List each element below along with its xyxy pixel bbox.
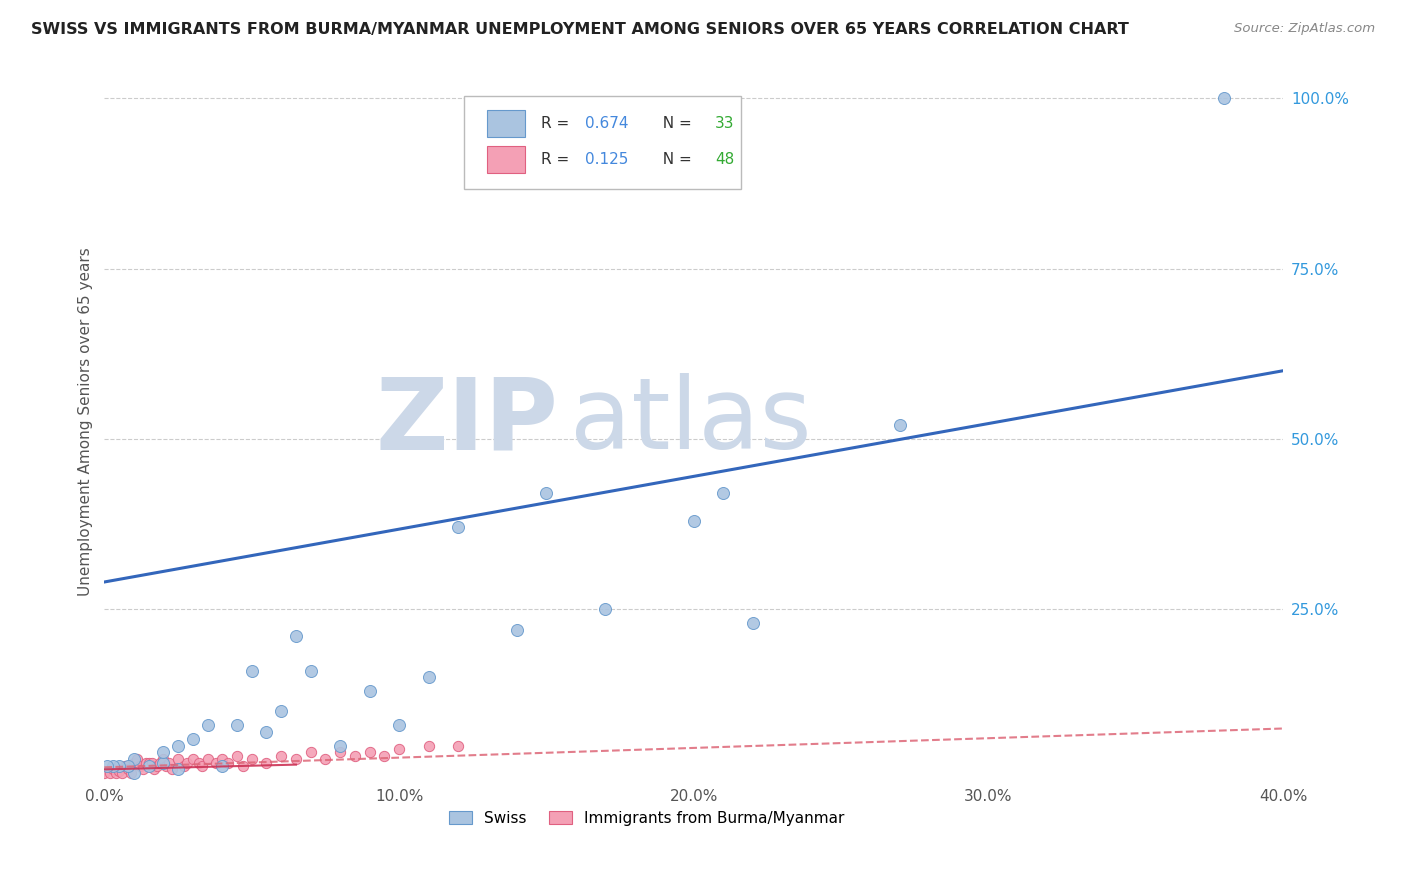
Point [143,763,166,777]
Point [388,742,411,756]
Point [1213,91,1236,105]
Point [889,418,911,433]
Point [240,664,263,678]
Point [197,752,219,766]
Point [173,759,195,773]
Point [111,766,134,780]
Point [270,748,292,763]
Point [122,752,145,766]
Point [447,520,470,534]
Point [595,602,617,616]
Point [359,684,381,698]
Point [152,752,174,766]
Point [299,664,322,678]
Text: 0.674: 0.674 [585,116,628,131]
Point [343,748,366,763]
Point [125,752,148,766]
Text: ZIP: ZIP [375,374,558,470]
Point [155,759,177,773]
Point [108,759,131,773]
Point [181,731,204,746]
Point [117,759,139,773]
Point [270,705,292,719]
Text: 48: 48 [716,152,734,167]
Point [128,759,150,773]
Text: N =: N = [652,152,696,167]
Point [93,765,115,780]
Point [152,756,174,770]
Point [120,765,142,780]
Point [96,759,118,773]
Point [211,752,233,766]
Point [682,514,704,528]
Point [256,756,278,770]
Text: Source: ZipAtlas.com: Source: ZipAtlas.com [1234,22,1375,36]
Point [418,670,440,684]
Point [105,765,128,780]
Point [141,756,163,770]
Point [108,764,131,779]
Point [146,759,169,773]
Point [114,759,136,773]
Point [122,765,145,780]
Point [536,486,558,500]
Point [217,756,239,770]
Point [103,759,125,773]
Point [205,756,228,770]
Point [138,756,160,770]
Text: N =: N = [652,116,696,131]
Point [359,745,381,759]
Point [122,756,145,770]
Point [117,763,139,777]
Text: 33: 33 [716,116,734,131]
Point [373,748,395,763]
Point [187,756,209,770]
Point [167,739,190,753]
Point [190,759,212,773]
Point [149,756,172,770]
Point [176,756,198,770]
Point [741,615,763,630]
Point [299,745,322,759]
Point [388,718,411,732]
Point [711,486,734,500]
Point [329,739,352,753]
FancyBboxPatch shape [464,96,741,189]
Point [98,765,121,780]
Point [226,718,249,732]
Point [181,752,204,766]
Point [314,752,336,766]
Point [211,759,233,773]
Point [167,763,190,777]
Point [160,763,183,777]
Legend: Swiss, Immigrants from Burma/Myanmar: Swiss, Immigrants from Burma/Myanmar [449,811,845,826]
Point [240,752,263,766]
Text: SWISS VS IMMIGRANTS FROM BURMA/MYANMAR UNEMPLOYMENT AMONG SENIORS OVER 65 YEARS : SWISS VS IMMIGRANTS FROM BURMA/MYANMAR U… [31,22,1129,37]
Point [138,759,160,773]
Point [103,763,125,777]
Point [157,756,180,770]
Text: R =: R = [540,116,574,131]
Point [284,752,307,766]
Point [152,745,174,759]
Point [447,739,470,753]
Point [329,745,352,759]
Point [131,763,153,777]
Point [135,756,157,770]
Point [226,748,249,763]
Point [256,725,278,739]
Text: R =: R = [540,152,574,167]
FancyBboxPatch shape [488,145,526,173]
Point [284,630,307,644]
Y-axis label: Unemployment Among Seniors over 65 years: Unemployment Among Seniors over 65 years [79,247,93,596]
Text: 0.125: 0.125 [585,152,628,167]
FancyBboxPatch shape [488,110,526,137]
Point [167,752,190,766]
Point [418,739,440,753]
Point [506,623,529,637]
Point [197,718,219,732]
Text: atlas: atlas [569,374,811,470]
Point [232,759,254,773]
